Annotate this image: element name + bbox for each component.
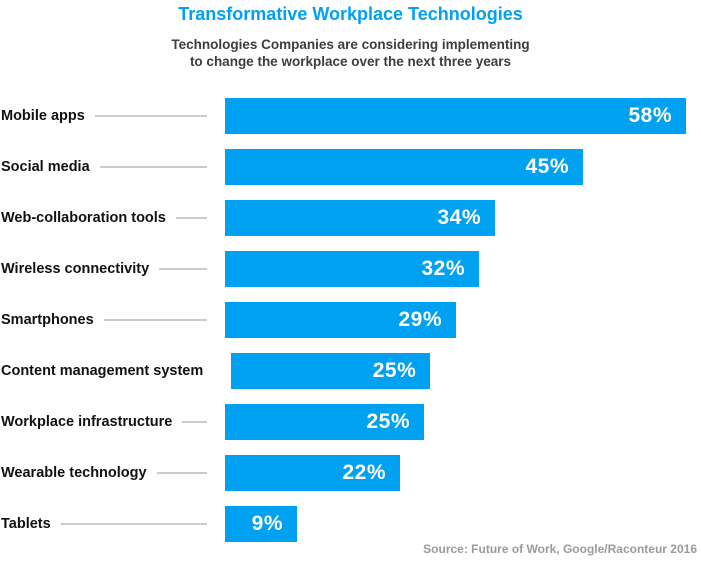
- bar: 34%: [225, 199, 495, 236]
- bar: 32%: [225, 250, 479, 287]
- bar: 45%: [225, 148, 583, 185]
- chart-subtitle: Technologies Companies are considering i…: [0, 36, 701, 70]
- bar-track: 29%: [225, 301, 701, 338]
- bar: 22%: [225, 455, 400, 492]
- bar: 29%: [225, 301, 456, 338]
- chart-title: Transformative Workplace Technologies: [178, 4, 523, 24]
- bar-row: Social media 45%: [0, 141, 701, 192]
- bar-row: Web-collaboration tools 34%: [0, 192, 701, 243]
- value-label: 25%: [366, 410, 410, 434]
- leader-line: [175, 216, 207, 219]
- bar-track: 32%: [225, 250, 701, 287]
- bar-row: Content management system 25%: [0, 345, 701, 396]
- bar: 58%: [225, 97, 686, 134]
- bar: 25%: [225, 404, 424, 441]
- bar-row: Tablets 9%: [0, 499, 701, 550]
- category-label: Wearable technology: [1, 465, 147, 482]
- value-label: 32%: [421, 256, 465, 280]
- leader-line: [182, 421, 207, 424]
- bar-track: 22%: [225, 455, 701, 492]
- value-label: 58%: [628, 103, 672, 127]
- chart-subtitle-line1: Technologies Companies are considering i…: [171, 37, 530, 52]
- chart-header: Transformative Workplace Technologies Te…: [0, 0, 701, 70]
- category-label: Mobile apps: [1, 107, 85, 124]
- bar-track: 9%: [225, 506, 701, 543]
- bar-track: 45%: [225, 148, 701, 185]
- leader-line: [103, 318, 207, 321]
- category-label: Web-collaboration tools: [1, 209, 166, 226]
- category-label: Workplace infrastructure: [1, 414, 173, 431]
- bar-track: 25%: [225, 404, 701, 441]
- category-label: Social media: [1, 158, 90, 175]
- bar-row: Smartphones 29%: [0, 294, 701, 345]
- value-label: 29%: [398, 307, 442, 331]
- category-label: Smartphones: [1, 311, 94, 328]
- leader-line: [159, 267, 207, 270]
- category-label: Wireless connectivity: [1, 260, 150, 277]
- leader-line: [99, 165, 207, 168]
- bar-row: Mobile apps 58%: [0, 90, 701, 141]
- category-label: Content management system: [1, 363, 204, 380]
- bar-row: Wireless connectivity 32%: [0, 243, 701, 294]
- source-note: Source: Future of Work, Google/Raconteur…: [423, 542, 697, 556]
- bar-track: 34%: [225, 199, 701, 236]
- bar-track: 25%: [231, 353, 701, 390]
- value-label: 22%: [342, 461, 386, 485]
- bar-track: 58%: [225, 97, 701, 134]
- leader-line: [156, 472, 207, 475]
- chart-subtitle-line2: to change the workplace over the next th…: [189, 54, 512, 69]
- bar-row: Workplace infrastructure 25%: [0, 397, 701, 448]
- value-label: 34%: [437, 205, 481, 229]
- value-label: 25%: [372, 359, 417, 383]
- value-label: 9%: [251, 512, 283, 536]
- bar-row: Wearable technology 22%: [0, 448, 701, 499]
- leader-line: [60, 523, 207, 526]
- category-label: Tablets: [1, 516, 51, 533]
- bar: 25%: [231, 353, 431, 390]
- bar: 9%: [225, 506, 297, 543]
- value-label: 45%: [525, 154, 569, 178]
- bar-chart-plot-area: Mobile apps 58% Social media 45% Web-col…: [0, 90, 701, 550]
- leader-line: [94, 114, 207, 117]
